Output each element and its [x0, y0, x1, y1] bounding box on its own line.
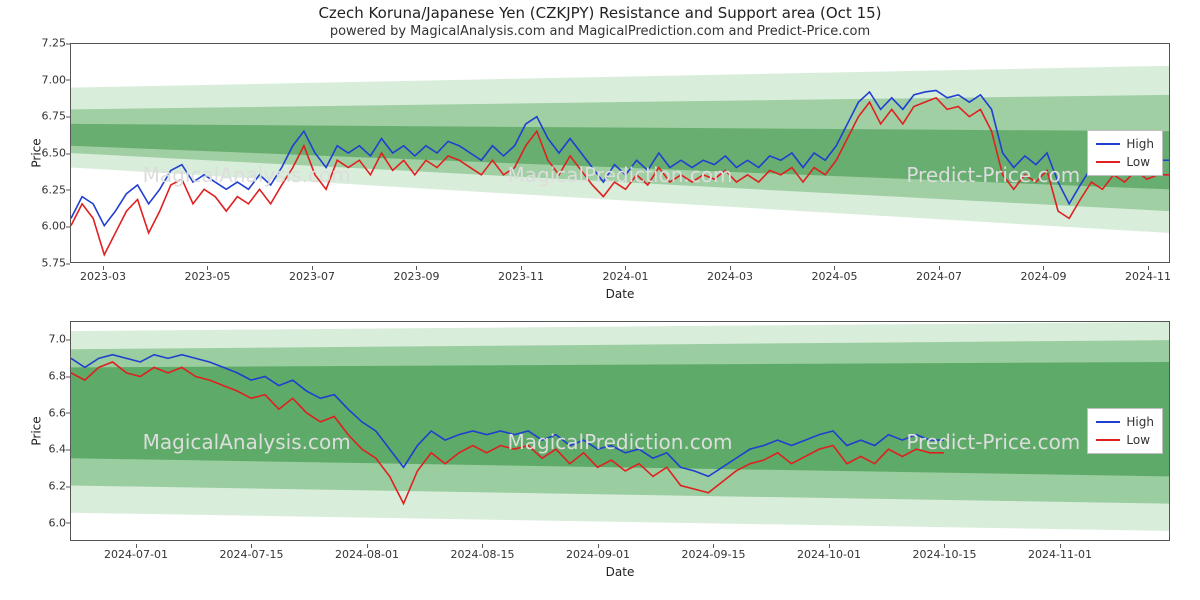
y-tick-label: 6.0 — [28, 516, 66, 529]
x-tick-label: 2024-08-01 — [335, 548, 399, 561]
x-tick-label: 2024-11-01 — [1028, 548, 1092, 561]
x-tick-label: 2024-07-01 — [104, 548, 168, 561]
legend-swatch-high — [1096, 421, 1120, 423]
x-tick-label: 2023-07 — [289, 270, 335, 283]
chart-subtitle: powered by MagicalAnalysis.com and Magic… — [330, 24, 870, 39]
legend-label-high: High — [1126, 135, 1154, 153]
x-tick-label: 2024-07 — [916, 270, 962, 283]
y-tick-label: 7.00 — [28, 73, 66, 86]
y-tick-label: 6.6 — [28, 406, 66, 419]
chart-top: MagicalAnalysis.com MagicalPrediction.co… — [70, 43, 1170, 263]
x-tick-label: 2024-01 — [603, 270, 649, 283]
chart-title: Czech Koruna/Japanese Yen (CZKJPY) Resis… — [318, 4, 881, 22]
y-tick-label: 6.8 — [28, 370, 66, 383]
legend-swatch-high — [1096, 143, 1120, 145]
x-tick-label: 2023-11 — [498, 270, 544, 283]
plot-area-top: MagicalAnalysis.com MagicalPrediction.co… — [70, 43, 1170, 263]
y-tick-label: 6.50 — [28, 147, 66, 160]
legend-item-low: Low — [1096, 431, 1154, 449]
chart-bottom-svg — [71, 322, 1169, 540]
chart-bottom: MagicalAnalysis.com MagicalPrediction.co… — [70, 321, 1170, 541]
x-tick-label: 2024-03 — [707, 270, 753, 283]
x-tick-label: 2023-05 — [185, 270, 231, 283]
x-tick-label: 2024-11 — [1125, 270, 1171, 283]
legend-label-low: Low — [1126, 153, 1150, 171]
legend-item-low: Low — [1096, 153, 1154, 171]
chart-top-svg — [71, 44, 1169, 262]
legend-top: High Low — [1087, 130, 1163, 176]
legend-item-high: High — [1096, 413, 1154, 431]
legend-bottom: High Low — [1087, 408, 1163, 454]
x-tick-label: 2024-10-15 — [913, 548, 977, 561]
legend-swatch-low — [1096, 439, 1120, 441]
x-tick-label: 2024-07-15 — [220, 548, 284, 561]
legend-label-low: Low — [1126, 431, 1150, 449]
x-tick-label: 2023-09 — [394, 270, 440, 283]
plot-area-bottom: MagicalAnalysis.com MagicalPrediction.co… — [70, 321, 1170, 541]
y-tick-label: 6.75 — [28, 110, 66, 123]
legend-item-high: High — [1096, 135, 1154, 153]
legend-swatch-low — [1096, 161, 1120, 163]
legend-label-high: High — [1126, 413, 1154, 431]
y-tick-label: 6.4 — [28, 443, 66, 456]
y-tick-label: 5.75 — [28, 257, 66, 270]
y-tick-label: 7.0 — [28, 333, 66, 346]
y-tick-label: 6.2 — [28, 480, 66, 493]
x-axis-label-bottom: Date — [606, 565, 635, 579]
x-tick-label: 2024-09-15 — [682, 548, 746, 561]
x-tick-label: 2023-03 — [80, 270, 126, 283]
x-tick-label: 2024-08-15 — [451, 548, 515, 561]
page-root: Czech Koruna/Japanese Yen (CZKJPY) Resis… — [0, 0, 1200, 600]
x-axis-label-top: Date — [606, 287, 635, 301]
support-resistance-band — [71, 362, 1169, 476]
y-tick-label: 6.25 — [28, 183, 66, 196]
x-tick-label: 2024-09-01 — [566, 548, 630, 561]
y-tick-label: 6.00 — [28, 220, 66, 233]
y-tick-label: 7.25 — [28, 37, 66, 50]
y-axis-label-bottom: Price — [30, 416, 44, 445]
x-tick-label: 2024-05 — [812, 270, 858, 283]
x-tick-label: 2024-09 — [1021, 270, 1067, 283]
x-tick-label: 2024-10-01 — [797, 548, 861, 561]
